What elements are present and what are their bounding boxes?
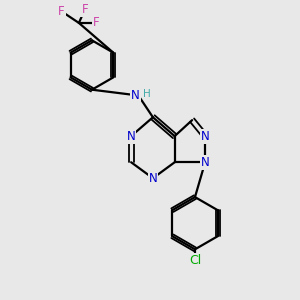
- Text: N: N: [131, 89, 140, 102]
- Text: N: N: [201, 130, 209, 142]
- Text: H: H: [142, 89, 150, 99]
- Text: F: F: [81, 3, 88, 16]
- Text: N: N: [201, 156, 209, 169]
- Text: N: N: [148, 172, 157, 185]
- Text: N: N: [127, 130, 136, 142]
- Text: F: F: [58, 5, 65, 18]
- Text: Cl: Cl: [189, 254, 201, 267]
- Text: F: F: [93, 16, 100, 29]
